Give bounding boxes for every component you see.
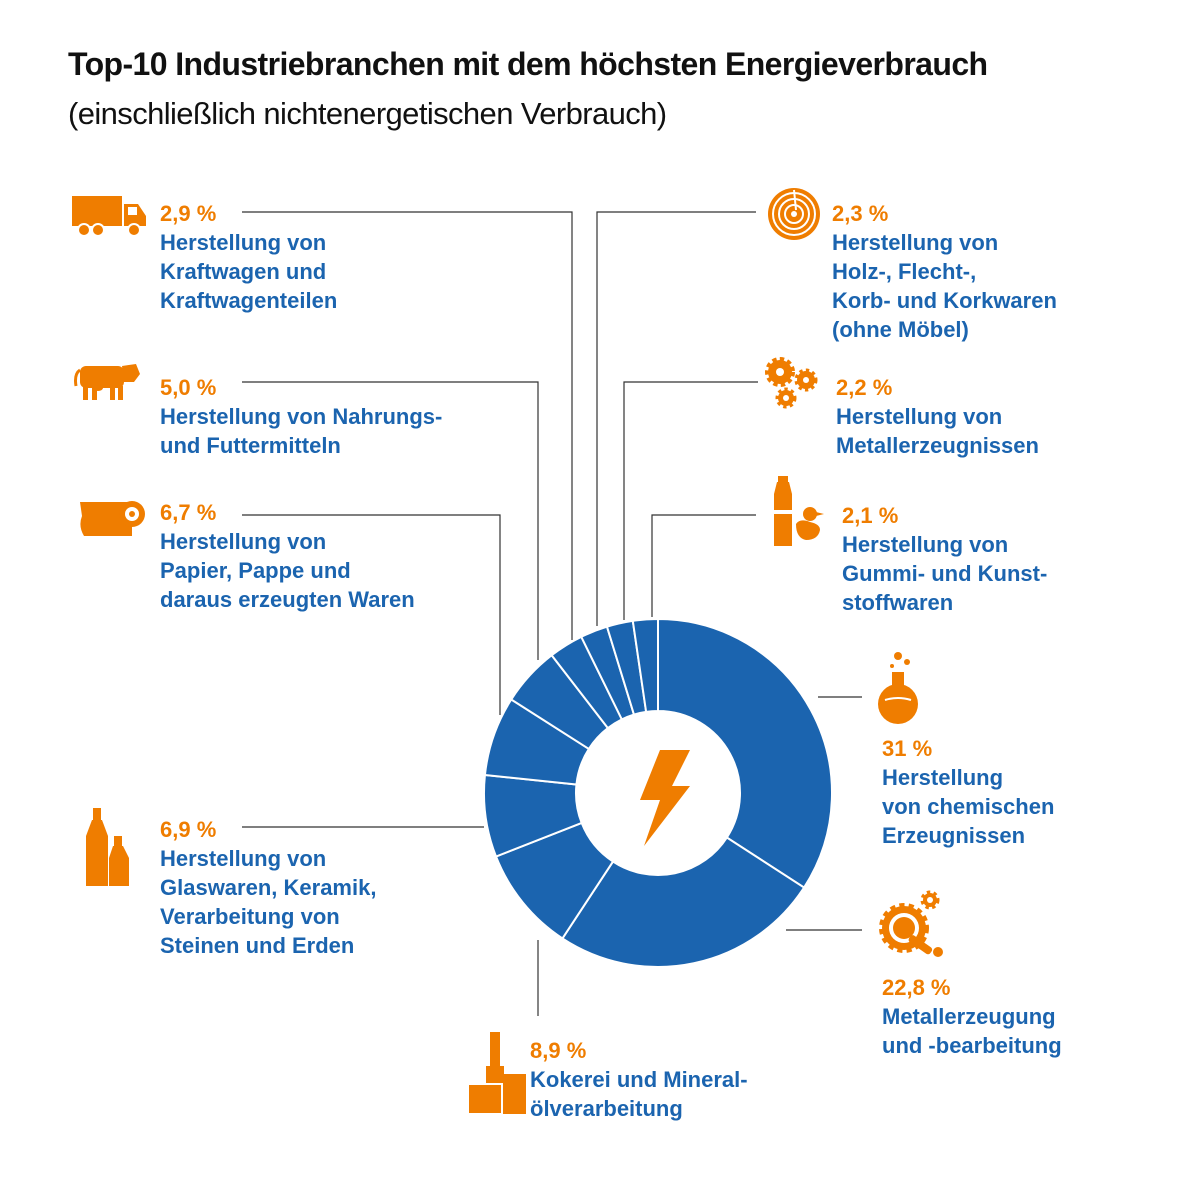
label-glas: 6,9 % Herstellung von Glaswaren, Keramik… (160, 815, 376, 960)
label-gummi: 2,1 % Herstellung von Gummi- und Kunst- … (842, 501, 1047, 617)
label-metallerzeugung-value: 22,8 % (882, 975, 951, 1000)
wood-rings-icon (768, 188, 820, 240)
label-nahrung-name: Herstellung von Nahrungs- und Futtermitt… (160, 404, 443, 458)
label-kokerei-value: 8,9 % (530, 1038, 587, 1063)
label-metallerzeugnisse-name: Herstellung von Metallerzeugnissen (836, 404, 1039, 458)
label-kokerei-name: Kokerei und Mineral- ölverarbeitung (530, 1067, 748, 1121)
leader-line-holz (596, 211, 756, 626)
coke-plant-icon (467, 1032, 526, 1115)
label-holz-value: 2,3 % (832, 201, 889, 226)
paper-roll-icon (80, 501, 145, 536)
label-metallerzeugnisse-value: 2,2 % (836, 375, 893, 400)
label-gummi-name: Herstellung von Gummi- und Kunst- stoffw… (842, 532, 1048, 615)
leader-line-metallerzeugnisse (623, 381, 758, 620)
truck-icon (72, 196, 146, 237)
leader-line-kraftwagen (242, 211, 573, 640)
label-gummi-value: 2,1 % (842, 503, 899, 528)
leader-line-papier (242, 514, 501, 715)
bottle-duck-icon (774, 476, 824, 546)
cow-icon (74, 364, 140, 400)
label-nahrung: 5,0 % Herstellung von Nahrungs- und Futt… (160, 373, 442, 460)
donut-slice-metallerzeugung (561, 836, 806, 968)
label-nahrung-value: 5,0 % (160, 375, 217, 400)
label-chemie-value: 31 % (882, 736, 933, 761)
leader-lines (242, 211, 862, 1016)
metal-gear-wrench-icon (879, 890, 943, 957)
label-holz-name: Herstellung von Holz-, Flecht-, Korb- un… (832, 230, 1057, 342)
label-kraftwagen: 2,9 % Herstellung von Kraftwagen und Kra… (160, 199, 337, 315)
lightning-bolt-icon (640, 750, 690, 846)
leader-line-gummi (651, 514, 756, 617)
label-glas-value: 6,9 % (160, 817, 217, 842)
bottles-icon (86, 808, 129, 886)
flask-icon (878, 652, 918, 724)
label-holz: 2,3 % Herstellung von Holz-, Flecht-, Ko… (832, 199, 1057, 344)
donut-slice-gummi (631, 617, 659, 713)
label-papier-value: 6,7 % (160, 500, 217, 525)
donut-slice-chemie (657, 617, 833, 889)
label-chemie-name: Herstellung von chemischen Erzeugnissen (882, 765, 1055, 848)
label-metallerzeugung: 22,8 % Metallerzeugung und -bearbeitung (882, 973, 1062, 1060)
label-kraftwagen-name: Herstellung von Kraftwagen und Kraftwage… (160, 230, 338, 313)
label-glas-name: Herstellung von Glaswaren, Keramik, Vera… (160, 846, 377, 958)
label-papier: 6,7 % Herstellung von Papier, Pappe und … (160, 498, 415, 614)
label-kokerei: 8,9 % Kokerei und Mineral- ölverarbeitun… (530, 1036, 748, 1123)
chart-title: Top-10 Industriebranchen mit dem höchste… (68, 46, 988, 82)
leader-line-nahrung (242, 381, 539, 660)
label-chemie: 31 % Herstellung von chemischen Erzeugni… (882, 734, 1054, 850)
label-metallerzeugnisse: 2,2 % Herstellung von Metallerzeugnissen (836, 373, 1039, 460)
label-kraftwagen-value: 2,9 % (160, 201, 217, 226)
chart-subtitle: (einschließlich nichtenergetischen Verbr… (68, 96, 667, 131)
gears-icon (765, 357, 818, 409)
donut-slices (483, 617, 833, 968)
label-metallerzeugung-name: Metallerzeugung und -bearbeitung (882, 1004, 1062, 1058)
label-papier-name: Herstellung von Papier, Pappe und daraus… (160, 529, 415, 612)
